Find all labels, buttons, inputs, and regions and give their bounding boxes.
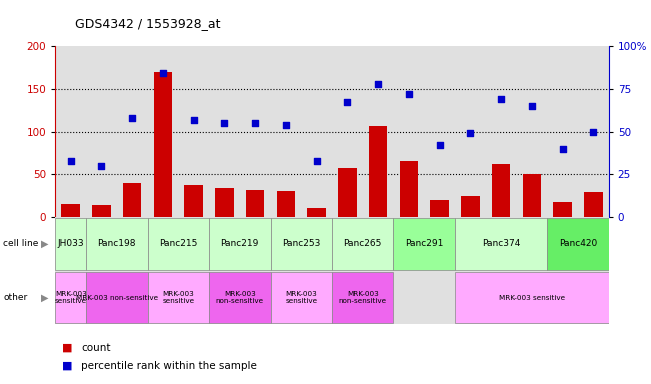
Point — [496, 96, 506, 102]
Bar — [277, 191, 295, 217]
Bar — [393, 218, 455, 270]
Bar — [215, 188, 234, 217]
Point — [127, 115, 137, 121]
Bar — [523, 174, 541, 217]
Text: Panc215: Panc215 — [159, 239, 197, 248]
Point — [557, 146, 568, 152]
Bar — [584, 192, 603, 217]
Bar — [148, 218, 209, 270]
Text: MRK-003
sensitive: MRK-003 sensitive — [162, 291, 195, 304]
Bar — [455, 272, 609, 323]
Text: percentile rank within the sample: percentile rank within the sample — [81, 361, 257, 371]
Point — [66, 157, 76, 164]
Text: JH033: JH033 — [57, 239, 84, 248]
Text: MRK-003
sensitive: MRK-003 sensitive — [285, 291, 317, 304]
Point — [527, 103, 537, 109]
Point — [342, 99, 353, 106]
Text: ■: ■ — [62, 343, 76, 353]
Point — [281, 122, 291, 128]
Bar — [86, 272, 148, 323]
Text: Panc253: Panc253 — [282, 239, 320, 248]
Bar — [430, 200, 449, 217]
Text: cell line: cell line — [3, 239, 38, 248]
Bar — [209, 218, 271, 270]
Point — [158, 70, 168, 76]
Bar — [61, 204, 80, 217]
Text: Panc198: Panc198 — [98, 239, 136, 248]
Point — [588, 128, 598, 135]
Text: Panc291: Panc291 — [405, 239, 443, 248]
Bar — [154, 72, 172, 217]
Bar — [455, 218, 547, 270]
Text: ▶: ▶ — [41, 239, 49, 249]
Bar — [307, 209, 326, 217]
Point — [465, 130, 475, 136]
Text: Panc374: Panc374 — [482, 239, 520, 248]
Bar — [148, 272, 209, 323]
Text: MRK-003 sensitive: MRK-003 sensitive — [499, 295, 565, 301]
Bar — [492, 164, 510, 217]
Text: MRK-003
non-sensitive: MRK-003 non-sensitive — [215, 291, 264, 304]
Bar — [271, 218, 332, 270]
Bar — [369, 126, 387, 217]
Bar — [123, 183, 141, 217]
Bar — [55, 218, 86, 270]
Text: count: count — [81, 343, 111, 353]
Text: MRK-003 non-sensitive: MRK-003 non-sensitive — [76, 295, 158, 301]
Text: MRK-003
non-sensitive: MRK-003 non-sensitive — [339, 291, 387, 304]
Point — [373, 81, 383, 87]
Bar — [332, 272, 393, 323]
Bar — [209, 272, 271, 323]
Text: GDS4342 / 1553928_at: GDS4342 / 1553928_at — [75, 17, 221, 30]
Point — [404, 91, 414, 97]
Point — [96, 163, 107, 169]
Point — [219, 120, 230, 126]
Bar — [92, 205, 111, 217]
Bar — [332, 218, 393, 270]
Bar — [55, 272, 86, 323]
Text: ▶: ▶ — [41, 293, 49, 303]
Text: other: other — [3, 293, 27, 302]
Point — [189, 116, 199, 122]
Bar — [547, 218, 609, 270]
Bar — [184, 185, 203, 217]
Text: ■: ■ — [62, 361, 76, 371]
Text: MRK-003
sensitive: MRK-003 sensitive — [55, 291, 87, 304]
Bar — [246, 190, 264, 217]
Bar — [271, 272, 332, 323]
Text: Panc420: Panc420 — [559, 239, 597, 248]
Text: Panc265: Panc265 — [344, 239, 382, 248]
Text: Panc219: Panc219 — [221, 239, 259, 248]
Point — [311, 157, 322, 164]
Point — [250, 120, 260, 126]
Bar — [461, 195, 480, 217]
Point — [434, 142, 445, 148]
Bar — [400, 161, 418, 217]
Bar — [338, 168, 357, 217]
Bar — [86, 218, 148, 270]
Bar — [553, 202, 572, 217]
